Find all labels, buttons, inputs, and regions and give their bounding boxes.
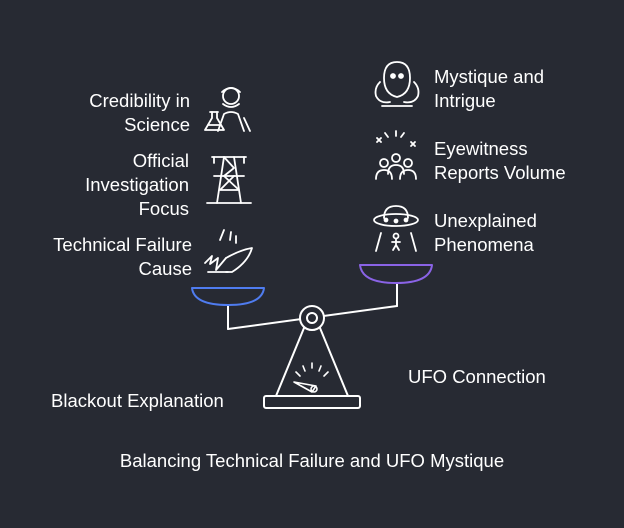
balance-scale [191, 264, 433, 409]
label-line: Science [124, 114, 190, 135]
power-tower-icon [206, 156, 252, 204]
label-credibility: Credibility in Science [89, 89, 190, 137]
pivot-inner [306, 312, 318, 324]
label-line: Official [132, 150, 189, 171]
label-eyewitness: Eyewitness Reports Volume [434, 137, 566, 185]
stand-base [263, 395, 361, 409]
alien-icon [374, 61, 420, 107]
label-line: Eyewitness [434, 138, 528, 159]
label-line: Cause [138, 258, 192, 279]
label-official-investigation: Official Investigation Focus [85, 149, 189, 221]
stand-left-leg [275, 327, 305, 397]
gauge-icon [293, 362, 329, 393]
label-line: Focus [138, 198, 189, 219]
label-line: Reports Volume [434, 162, 566, 183]
label-line: Investigation [85, 174, 189, 195]
label-line: Credibility in [89, 90, 190, 111]
broken-sparks-icon [204, 229, 253, 273]
label-line: Mystique and [434, 66, 545, 87]
witness-group-icon [375, 130, 417, 180]
label-line: Unexplained [434, 210, 537, 231]
label-line: Intrigue [434, 90, 496, 111]
right-pan [359, 264, 433, 284]
label-line: Phenomena [434, 234, 534, 255]
diagram-caption: Balancing Technical Failure and UFO Myst… [119, 450, 505, 471]
label-mystique: Mystique and Intrigue [434, 65, 544, 113]
label-line: Technical Failure [53, 234, 192, 255]
ufo-connection-label: UFO Connection [408, 366, 546, 387]
blackout-explanation-label: Blackout Explanation [51, 390, 224, 411]
stand-right-leg [319, 327, 349, 397]
left-pan [191, 287, 265, 306]
label-technical-failure: Technical Failure Cause [53, 233, 192, 281]
ufo-abduction-icon [373, 205, 419, 252]
label-unexplained: Unexplained Phenomena [434, 209, 537, 257]
scientist-icon [204, 87, 251, 132]
pivot-outer [299, 305, 325, 331]
